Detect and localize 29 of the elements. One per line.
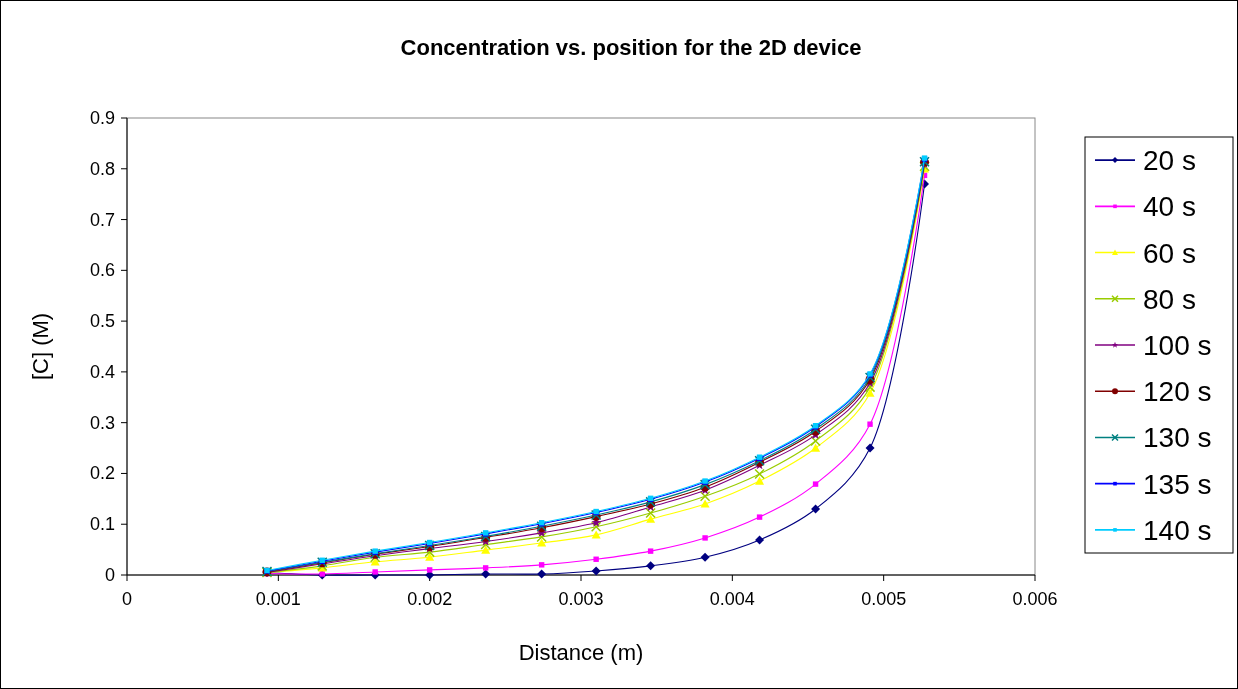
y-tick-label: 0.2 xyxy=(89,463,115,484)
x-tick-label: 0.001 xyxy=(255,589,301,609)
x-tick-label: 0.005 xyxy=(861,589,907,609)
y-tick-label: 0.1 xyxy=(89,514,115,535)
x-tick-label: 0.006 xyxy=(1012,589,1058,609)
y-tick-label: 0.5 xyxy=(89,311,115,332)
x-tick-label: 0.002 xyxy=(407,589,453,609)
y-tick-label: 0.9 xyxy=(89,108,115,128)
legend-label: 140 s xyxy=(1143,514,1212,546)
x-axis-title: Distance (m) xyxy=(518,640,644,665)
legend-label: 130 s xyxy=(1143,422,1212,454)
legend-label: 80 s xyxy=(1143,283,1196,315)
x-tick-label: 0.004 xyxy=(709,589,755,609)
y-tick-label: 0.6 xyxy=(89,260,115,281)
legend-label: 60 s xyxy=(1143,237,1196,269)
y-tick-label: 0.4 xyxy=(89,361,115,382)
legend-label: 100 s xyxy=(1143,330,1212,361)
y-tick-label: 0.8 xyxy=(89,158,115,179)
legend-label: 120 s xyxy=(1143,376,1212,408)
y-tick-label: 0.3 xyxy=(89,412,115,433)
x-tick-label: 0.003 xyxy=(558,589,604,609)
legend-label: 135 s xyxy=(1143,468,1212,500)
y-tick-label: 0 xyxy=(104,565,115,585)
legend-label: 40 s xyxy=(1143,191,1196,223)
chart-title: Concentration vs. position for the 2D device xyxy=(400,35,862,60)
y-axis-title: [C] (M) xyxy=(28,312,53,381)
legend-label: 20 s xyxy=(1143,145,1196,177)
y-tick-label: 0.7 xyxy=(89,209,115,230)
x-tick-label: 0 xyxy=(121,589,133,609)
